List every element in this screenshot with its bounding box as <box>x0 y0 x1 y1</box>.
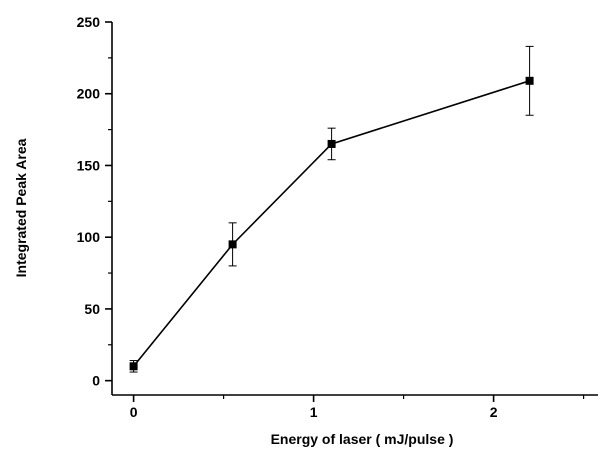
error-bars <box>129 45 534 373</box>
y-axis-ticks: 0 50 100 150 200 250 <box>77 14 112 389</box>
data-markers <box>129 76 534 371</box>
x-tick-label: 2 <box>490 404 498 420</box>
data-point <box>525 76 534 85</box>
y-tick-label: 100 <box>77 229 101 245</box>
data-point <box>327 139 336 148</box>
y-tick-label: 250 <box>77 14 101 30</box>
series-line-group <box>132 80 530 367</box>
y-tick-label: 200 <box>77 86 101 102</box>
plot-area <box>111 22 598 396</box>
x-tick-label: 1 <box>310 404 318 420</box>
data-point <box>129 362 138 371</box>
y-tick-label: 0 <box>92 373 100 389</box>
y-tick-label: 50 <box>84 301 100 317</box>
x-tick-label: 0 <box>130 404 138 420</box>
x-axis-ticks: 0 1 2 <box>130 395 585 420</box>
x-axis-label: Energy of laser ( mJ/pulse ) <box>271 431 454 447</box>
data-point <box>228 240 237 249</box>
series-line <box>132 80 530 367</box>
y-axis-label: Integrated Peak Area <box>13 138 29 277</box>
y-tick-label: 150 <box>77 157 101 173</box>
